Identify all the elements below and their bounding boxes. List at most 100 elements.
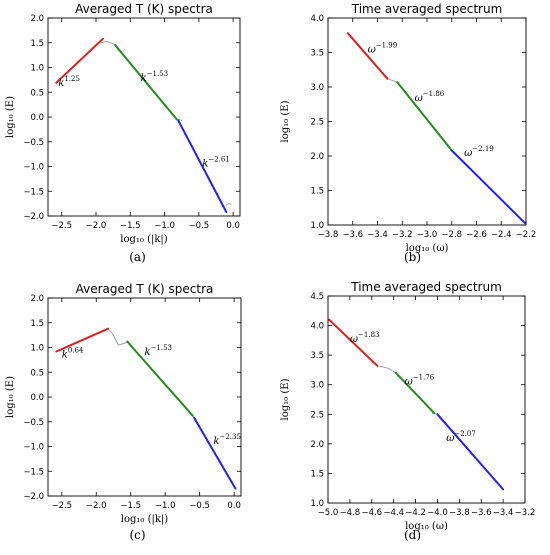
- x-tick-label: −3.8: [449, 508, 470, 518]
- y-tick-label: 1.5: [310, 187, 324, 197]
- x-tick-label: −1.5: [120, 221, 141, 231]
- x-tick-label: 0.0: [226, 221, 240, 231]
- y-tick-label: 2.5: [310, 118, 324, 128]
- x-tick-label: −3.6: [471, 508, 492, 518]
- x-tick-label: −2.5: [51, 221, 72, 231]
- x-tick-label: −3.4: [493, 508, 514, 518]
- y-tick-label: −0.5: [23, 418, 44, 428]
- chart-title: Time averaged spectrum: [350, 280, 502, 294]
- x-tick-label: −3.0: [417, 230, 438, 240]
- slope-annotation: k−1.53: [141, 70, 169, 84]
- series-line: [55, 37, 104, 84]
- subcaption-b: (b): [403, 250, 422, 264]
- slope-annotation: ω−1.86: [415, 90, 445, 104]
- slope-annotation: ω−2.19: [464, 145, 494, 159]
- slope-annotation: ω−1.76: [405, 374, 435, 388]
- y-tick-label: 0.5: [30, 368, 44, 378]
- series-line: [376, 365, 397, 374]
- slope-annotation: k0.64: [62, 346, 84, 360]
- chart-a: Averaged T (K) spectra −2.5 −2.0 −1.5 −1.0 −0…: [5, 2, 241, 245]
- y-tick-label: −1.0: [23, 443, 44, 453]
- y-tick-label: 1.5: [30, 319, 44, 329]
- subcaption-a: (a): [129, 250, 146, 264]
- series-line: [225, 203, 232, 206]
- slope-annotation: k−2.35: [213, 433, 241, 447]
- plot-frame-c: [47, 297, 242, 497]
- slope-annotation: k−2.61: [202, 156, 230, 170]
- chart-d: Time averaged spectrum−5.0 −4.8 −4.6 −4.4 −4…: [280, 280, 536, 532]
- series-line: [436, 413, 505, 491]
- x-tick-label: −1.5: [120, 501, 141, 511]
- plot-frame-a: [47, 17, 241, 217]
- y-tick-label: −2.0: [23, 212, 44, 222]
- y-tick-label: 0.0: [30, 393, 44, 403]
- slope-annotation: ω−1.99: [368, 42, 398, 56]
- x-tick-label: 0.0: [227, 501, 241, 511]
- series-line: [394, 371, 436, 415]
- x-tick-label: −5.0: [318, 508, 339, 518]
- panel-c: Averaged T (K) spectra −2.5 −2.0 −1.5 −1.0 −0…: [0, 278, 275, 555]
- chart-b: Time averaged spectrum −3.8 −3.6 −3.4 −3.2 −3…: [280, 2, 537, 254]
- plot-frame-b: [327, 17, 527, 226]
- series-line: [346, 32, 389, 80]
- panel-d: Time averaged spectrum −5.0 −4.8 −4.6 −4.4 −4…: [275, 278, 550, 555]
- panel-b: Time averaged spectrum −3.8 −3.6 −3.4 −3.2 −3…: [275, 0, 550, 277]
- series-line: [114, 44, 178, 121]
- series-line: [107, 328, 128, 346]
- x-tick-label: −1.0: [154, 221, 175, 231]
- x-tick-label: −4.0: [427, 508, 448, 518]
- y-tick-label: 1.0: [30, 64, 44, 74]
- x-axis-label: log₁₀ (|k|): [120, 234, 168, 245]
- x-tick-label: −2.2: [516, 230, 537, 240]
- x-tick-label: −2.4: [491, 230, 512, 240]
- series-line: [177, 119, 228, 213]
- series-line: [55, 327, 109, 353]
- y-tick-label: 4.5: [310, 292, 324, 302]
- y-tick-label: 1.5: [310, 469, 324, 479]
- y-tick-label: −0.5: [23, 138, 44, 148]
- x-tick-label: −4.8: [340, 508, 361, 518]
- x-tick-label: −3.2: [392, 230, 413, 240]
- y-tick-label: 0.0: [30, 113, 44, 123]
- y-tick-label: 1.0: [30, 344, 44, 354]
- series-line: [193, 416, 237, 490]
- chart-c: Averaged T (K) spectra −2.5 −2.0 −1.5 −1.0 −0…: [5, 282, 242, 525]
- x-tick-label: −2.5: [51, 501, 72, 511]
- y-tick-label: −2.0: [23, 492, 44, 502]
- slope-annotation: k1.25: [58, 75, 80, 89]
- y-tick-label: 1.5: [30, 39, 44, 49]
- subcaption-d: (d): [403, 528, 422, 542]
- y-tick-label: 0.5: [30, 88, 44, 98]
- series-line: [177, 118, 183, 121]
- slope-annotation: ω−1.83: [350, 331, 380, 345]
- panel-a: Averaged T (K) spectra −2.5 −2.0 −1.5 −1.0 −0…: [0, 0, 275, 277]
- x-tick-label: −0.5: [189, 221, 210, 231]
- series-line: [396, 81, 453, 152]
- y-axis-label: log₁₀ (E): [280, 100, 291, 142]
- x-tick-label: −1.0: [155, 501, 176, 511]
- x-tick-label: −4.6: [361, 508, 382, 518]
- y-tick-label: 3.0: [310, 83, 324, 93]
- y-tick-label: −1.0: [23, 163, 44, 173]
- series-line: [126, 340, 194, 417]
- x-tick-label: −3.6: [342, 230, 363, 240]
- y-axis-label: log₁₀ (E): [280, 378, 291, 420]
- x-tick-label: −2.6: [466, 230, 487, 240]
- y-tick-label: 2.0: [310, 152, 324, 162]
- y-tick-label: 3.0: [310, 381, 324, 391]
- y-tick-label: −1.5: [23, 187, 44, 197]
- chart-title: Averaged T (K) spectra: [75, 2, 213, 16]
- x-tick-label: −3.2: [515, 508, 536, 518]
- y-tick-label: 3.5: [310, 49, 324, 59]
- subcaption-c: (c): [129, 528, 146, 542]
- x-tick-label: −2.0: [86, 501, 107, 511]
- y-axis-label: log₁₀ (E): [5, 96, 16, 138]
- x-tick-label: −4.2: [405, 508, 426, 518]
- y-tick-label: −1.5: [23, 467, 44, 477]
- y-tick-label: 4.0: [310, 322, 324, 332]
- y-tick-label: 2.0: [30, 14, 44, 24]
- x-tick-label: −0.5: [189, 501, 210, 511]
- chart-title: Time averaged spectrum: [351, 2, 503, 16]
- x-tick-label: −4.4: [383, 508, 404, 518]
